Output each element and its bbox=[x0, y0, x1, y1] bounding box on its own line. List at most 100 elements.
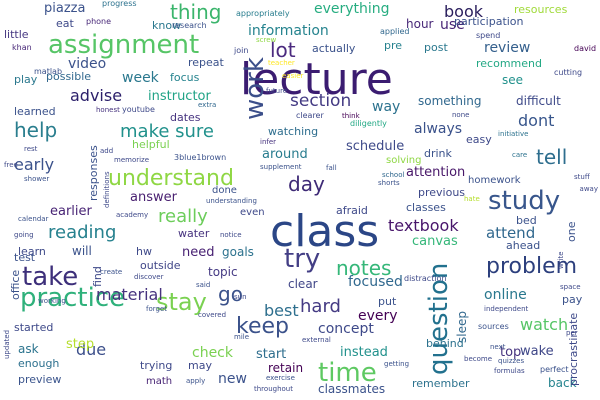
word-make-sure: make sure bbox=[120, 121, 215, 142]
word-ahead: ahead bbox=[506, 239, 541, 252]
word-future: future bbox=[266, 87, 288, 95]
word-little: little bbox=[4, 28, 29, 41]
word-piazza: piazza bbox=[44, 1, 86, 16]
word-add: add bbox=[100, 147, 114, 155]
word-study: study bbox=[488, 186, 561, 216]
word-earlier: earlier bbox=[50, 204, 92, 219]
word-section: section bbox=[290, 91, 352, 111]
word-instructor: instructor bbox=[148, 89, 211, 104]
word-diligently: diligently bbox=[350, 119, 387, 128]
word-video: video bbox=[68, 56, 107, 72]
word-care: care bbox=[512, 151, 528, 159]
word-next: next bbox=[490, 343, 506, 351]
word-test: test bbox=[14, 251, 36, 264]
word-go: go bbox=[218, 282, 243, 306]
word-infer: infer bbox=[260, 138, 277, 146]
word-hard: hard bbox=[300, 296, 341, 317]
word-phone: phone bbox=[86, 17, 112, 26]
word-behind: behind bbox=[426, 337, 464, 350]
word-material: material bbox=[96, 285, 163, 304]
word-quizzes: quizzes bbox=[498, 357, 525, 365]
word-applied: applied bbox=[380, 27, 410, 36]
word-back: back bbox=[548, 376, 577, 390]
word-matlab: matlab bbox=[34, 67, 63, 76]
word-homework: homework bbox=[468, 175, 521, 186]
word-forget: forget bbox=[146, 305, 167, 313]
word-early: early bbox=[14, 155, 55, 174]
word-teacher: teacher bbox=[268, 59, 295, 67]
word-step: step bbox=[66, 337, 95, 352]
word-mile: mile bbox=[234, 333, 250, 341]
word-discover: discover bbox=[134, 273, 164, 281]
word-write: write bbox=[557, 251, 565, 269]
word-try: try bbox=[284, 244, 321, 274]
word-week: week bbox=[122, 70, 159, 86]
word-book: book bbox=[444, 2, 483, 21]
word-online: online bbox=[484, 287, 527, 303]
word-take: take bbox=[22, 262, 79, 292]
word-easier: easier bbox=[282, 72, 304, 80]
word-dont: dont bbox=[518, 111, 555, 130]
word-going: going bbox=[14, 231, 34, 239]
word-throughout: throughout bbox=[254, 385, 293, 393]
word-day: day bbox=[288, 172, 325, 196]
word-problem: problem bbox=[486, 254, 578, 279]
word-goals: goals bbox=[222, 245, 254, 259]
word-will: will bbox=[72, 244, 92, 258]
word-attend: attend bbox=[486, 224, 536, 242]
word-hate: hate bbox=[464, 195, 480, 203]
word-assignment: assignment bbox=[48, 30, 200, 60]
word-concept: concept bbox=[318, 321, 374, 337]
word-spend: spend bbox=[476, 31, 501, 40]
word-screw: screw bbox=[256, 36, 277, 44]
word-external: external bbox=[302, 336, 331, 344]
word-really: really bbox=[158, 206, 208, 227]
word-post: post bbox=[424, 41, 448, 54]
word-one: one bbox=[565, 221, 578, 242]
word-instead: instead bbox=[340, 345, 388, 360]
word-honest: honest bbox=[96, 106, 120, 114]
word-use: use bbox=[440, 17, 465, 33]
word-everything: everything bbox=[314, 1, 390, 17]
word-always: always bbox=[414, 121, 463, 137]
word-ask: ask bbox=[18, 342, 39, 356]
word-know: know bbox=[152, 19, 182, 32]
word-think: think bbox=[342, 112, 360, 120]
word-done: done bbox=[212, 185, 237, 196]
word-stuff: stuff bbox=[574, 173, 590, 181]
word-clear: clear bbox=[288, 277, 318, 291]
word-pay: pay bbox=[562, 293, 583, 306]
word-solving: solving bbox=[386, 155, 422, 166]
word-participation: participation bbox=[454, 15, 524, 28]
word-play: play bbox=[14, 73, 38, 86]
word-practice: practice bbox=[20, 283, 126, 313]
word-textbook: textbook bbox=[388, 216, 459, 235]
word-appropriately: appropriately bbox=[236, 9, 290, 18]
word-recommend: recommend bbox=[476, 57, 542, 70]
word-notes: notes bbox=[336, 256, 392, 280]
word-lot: lot bbox=[270, 38, 296, 62]
word-memorize: memorize bbox=[114, 156, 150, 164]
word-youtube: youtube bbox=[122, 105, 155, 114]
word-something: something bbox=[418, 94, 482, 108]
word-focused: focused bbox=[348, 274, 403, 290]
word-eat: eat bbox=[56, 17, 74, 30]
word-understand: understand bbox=[108, 166, 234, 191]
word-independent: independent bbox=[484, 305, 529, 313]
word-started: started bbox=[14, 321, 54, 334]
word-understanding: understanding bbox=[206, 197, 257, 205]
word-need: need bbox=[182, 245, 215, 260]
word-answer: answer bbox=[130, 190, 177, 205]
word-formulas: formulas bbox=[494, 367, 525, 375]
word-david: david bbox=[574, 44, 597, 53]
word-initiative: initiative bbox=[498, 130, 529, 138]
word-every: every bbox=[358, 308, 398, 324]
word-3blue1brown: 3blue1brown bbox=[174, 153, 227, 162]
word-schedule: schedule bbox=[346, 139, 405, 154]
word-watching: watching bbox=[268, 125, 319, 138]
word-canvas: canvas bbox=[412, 234, 458, 249]
word-bed: bed bbox=[516, 214, 537, 227]
word-learned: learned bbox=[14, 105, 56, 118]
word-advise: advise bbox=[70, 86, 123, 105]
word-said: said bbox=[196, 281, 211, 289]
